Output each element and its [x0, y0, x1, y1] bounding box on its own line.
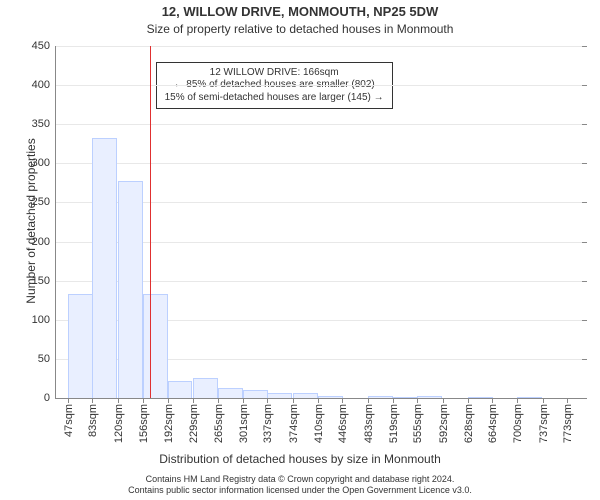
- annotation-line: 15% of semi-detached houses are larger (…: [165, 92, 384, 105]
- x-tick-mark: [368, 398, 369, 403]
- x-tick-mark: [267, 398, 268, 403]
- chart-title: 12, WILLOW DRIVE, MONMOUTH, NP25 5DW: [0, 4, 600, 19]
- y-tick-mark: [582, 124, 587, 125]
- x-tick-mark: [92, 398, 93, 403]
- x-tick-label: 410sqm: [311, 404, 325, 443]
- y-tick-mark: [582, 202, 587, 203]
- x-tick-mark: [342, 398, 343, 403]
- chart-subtitle: Size of property relative to detached ho…: [0, 22, 600, 36]
- x-tick-label: 120sqm: [111, 404, 125, 443]
- x-tick-label: 664sqm: [485, 404, 499, 443]
- y-tick-mark: [582, 281, 587, 282]
- histogram-bar: [517, 397, 542, 398]
- histogram-bar: [267, 393, 292, 398]
- histogram-bar: [318, 396, 343, 398]
- histogram-bar: [68, 294, 93, 398]
- histogram-bar: [193, 378, 218, 398]
- x-tick-mark: [168, 398, 169, 403]
- x-tick-label: 337sqm: [260, 404, 274, 443]
- chart-container: 12, WILLOW DRIVE, MONMOUTH, NP25 5DW Siz…: [0, 0, 600, 500]
- y-tick-mark: [582, 398, 587, 399]
- x-tick-label: 592sqm: [436, 404, 450, 443]
- histogram-bar: [293, 393, 318, 398]
- x-tick-label: 446sqm: [335, 404, 349, 443]
- y-tick-label: 50: [38, 353, 56, 365]
- footnote-line: Contains public sector information licen…: [0, 485, 600, 496]
- y-axis-label: Number of detached properties: [24, 91, 38, 351]
- x-tick-mark: [517, 398, 518, 403]
- x-tick-mark: [143, 398, 144, 403]
- histogram-bar: [218, 388, 243, 398]
- x-tick-mark: [443, 398, 444, 403]
- y-tick-mark: [582, 163, 587, 164]
- x-tick-mark: [218, 398, 219, 403]
- y-tick-mark: [582, 46, 587, 47]
- x-tick-label: 47sqm: [61, 404, 75, 437]
- histogram-bar: [168, 381, 193, 398]
- x-tick-label: 83sqm: [85, 404, 99, 437]
- x-tick-mark: [543, 398, 544, 403]
- x-tick-label: 773sqm: [560, 404, 574, 443]
- histogram-bar: [243, 390, 268, 398]
- histogram-bar: [118, 181, 143, 398]
- x-tick-mark: [417, 398, 418, 403]
- y-tick-label: 400: [32, 79, 56, 91]
- x-tick-mark: [318, 398, 319, 403]
- x-tick-label: 628sqm: [461, 404, 475, 443]
- x-tick-mark: [293, 398, 294, 403]
- x-tick-mark: [492, 398, 493, 403]
- x-tick-label: 700sqm: [510, 404, 524, 443]
- y-tick-mark: [582, 85, 587, 86]
- gridline: [56, 46, 586, 47]
- y-tick-mark: [582, 320, 587, 321]
- x-tick-label: 737sqm: [536, 404, 550, 443]
- x-tick-label: 265sqm: [211, 404, 225, 443]
- x-tick-label: 555sqm: [410, 404, 424, 443]
- x-tick-label: 301sqm: [236, 404, 250, 443]
- x-tick-mark: [393, 398, 394, 403]
- y-tick-label: 450: [32, 40, 56, 52]
- x-tick-label: 192sqm: [161, 404, 175, 443]
- x-tick-mark: [118, 398, 119, 403]
- x-axis-label: Distribution of detached houses by size …: [0, 452, 600, 466]
- histogram-bar: [368, 396, 393, 398]
- x-tick-label: 519sqm: [386, 404, 400, 443]
- x-tick-mark: [193, 398, 194, 403]
- x-tick-label: 156sqm: [136, 404, 150, 443]
- x-tick-mark: [468, 398, 469, 403]
- y-tick-label: 0: [44, 392, 56, 404]
- histogram-bar: [393, 397, 418, 398]
- x-tick-mark: [68, 398, 69, 403]
- y-tick-mark: [582, 242, 587, 243]
- gridline: [56, 124, 586, 125]
- reference-line: [150, 46, 151, 398]
- histogram-bar: [143, 294, 168, 398]
- footnote-line: Contains HM Land Registry data © Crown c…: [0, 474, 600, 485]
- gridline: [56, 85, 586, 86]
- x-tick-label: 374sqm: [286, 404, 300, 443]
- x-tick-mark: [567, 398, 568, 403]
- histogram-bar: [468, 397, 493, 398]
- histogram-bar: [92, 138, 117, 398]
- y-tick-mark: [582, 359, 587, 360]
- x-tick-mark: [243, 398, 244, 403]
- x-tick-label: 483sqm: [361, 404, 375, 443]
- histogram-bar: [417, 396, 442, 398]
- plot-area: 12 WILLOW DRIVE: 166sqm ← 85% of detache…: [55, 46, 586, 399]
- footnote: Contains HM Land Registry data © Crown c…: [0, 474, 600, 497]
- x-tick-label: 229sqm: [186, 404, 200, 443]
- annotation-line: 12 WILLOW DRIVE: 166sqm: [165, 67, 384, 80]
- gridline: [56, 163, 586, 164]
